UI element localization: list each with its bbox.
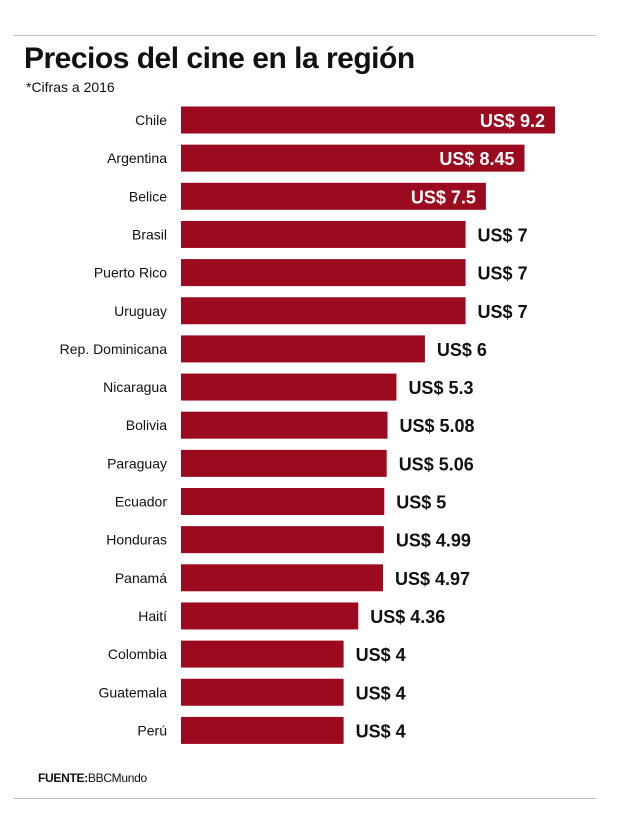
source-note: FUENTE:BBCMundo <box>38 770 147 786</box>
category-label-panama: Panamá <box>115 570 167 586</box>
bar-colombia <box>181 640 344 668</box>
value-label-argentina: US$ 8.45 <box>439 149 514 169</box>
bar-argentina <box>181 144 525 172</box>
value-label-puerto-rico: US$ 7 <box>478 264 528 284</box>
bar-paraguay <box>181 449 387 477</box>
value-label-peru: US$ 4 <box>356 721 406 741</box>
bar-guatemala <box>181 678 344 706</box>
value-label-rep-dominicana: US$ 6 <box>437 340 487 360</box>
bar-peru <box>181 716 344 744</box>
value-label-belice: US$ 7.5 <box>411 187 476 207</box>
category-label-haiti: Haití <box>138 608 167 624</box>
top-rule <box>14 35 596 36</box>
chart-subtitle: *Cifras a 2016 <box>26 79 115 95</box>
value-label-chile: US$ 9.2 <box>480 111 545 131</box>
value-label-nicaragua: US$ 5.3 <box>408 378 473 398</box>
category-label-uruguay: Uruguay <box>114 303 167 319</box>
bar-uruguay <box>181 297 466 325</box>
bar-brasil <box>181 220 466 248</box>
value-label-uruguay: US$ 7 <box>478 302 528 322</box>
bar-bolivia <box>181 411 388 439</box>
bottom-rule <box>14 798 596 799</box>
bar-nicaragua <box>181 373 397 401</box>
value-label-honduras: US$ 4.99 <box>396 531 471 551</box>
source-value: BBCMundo <box>87 771 147 785</box>
category-label-argentina: Argentina <box>107 150 167 166</box>
category-label-brasil: Brasil <box>132 226 167 242</box>
category-label-nicaragua: Nicaragua <box>103 379 167 395</box>
bar-honduras <box>181 526 384 554</box>
value-label-panama: US$ 4.97 <box>395 569 470 589</box>
category-label-puerto-rico: Puerto Rico <box>94 265 167 281</box>
bar-belice <box>181 182 486 210</box>
category-label-honduras: Honduras <box>106 532 167 548</box>
category-label-colombia: Colombia <box>108 646 167 662</box>
value-label-ecuador: US$ 5 <box>396 493 446 513</box>
category-label-guatemala: Guatemala <box>99 684 168 700</box>
category-label-belice: Belice <box>129 188 167 204</box>
category-label-peru: Perú <box>137 722 167 738</box>
bar-ecuador <box>181 488 385 515</box>
bar-puerto-rico <box>181 259 466 287</box>
category-label-rep-dominicana: Rep. Dominicana <box>60 341 168 357</box>
value-label-brasil: US$ 7 <box>478 225 528 245</box>
bar-panama <box>181 564 384 592</box>
category-label-ecuador: Ecuador <box>115 494 167 510</box>
bar-chile <box>181 106 555 134</box>
category-label-chile: Chile <box>135 112 167 128</box>
value-label-bolivia: US$ 5.08 <box>400 416 475 436</box>
bar-haiti <box>181 602 359 630</box>
value-label-paraguay: US$ 5.06 <box>399 454 474 474</box>
bars-layer: Chile US$ 9.2 Argentina US$ 8.45 Belice US$ 7… <box>60 106 555 744</box>
category-label-paraguay: Paraguay <box>107 455 167 471</box>
value-label-colombia: US$ 4 <box>356 645 406 665</box>
chart-title: Precios del cine en la región <box>24 42 415 75</box>
value-label-haiti: US$ 4.36 <box>370 607 445 627</box>
category-label-bolivia: Bolivia <box>126 417 167 433</box>
source-label: FUENTE: <box>38 771 88 785</box>
value-label-guatemala: US$ 4 <box>356 683 406 703</box>
bar-rep-dominicana <box>181 335 425 363</box>
